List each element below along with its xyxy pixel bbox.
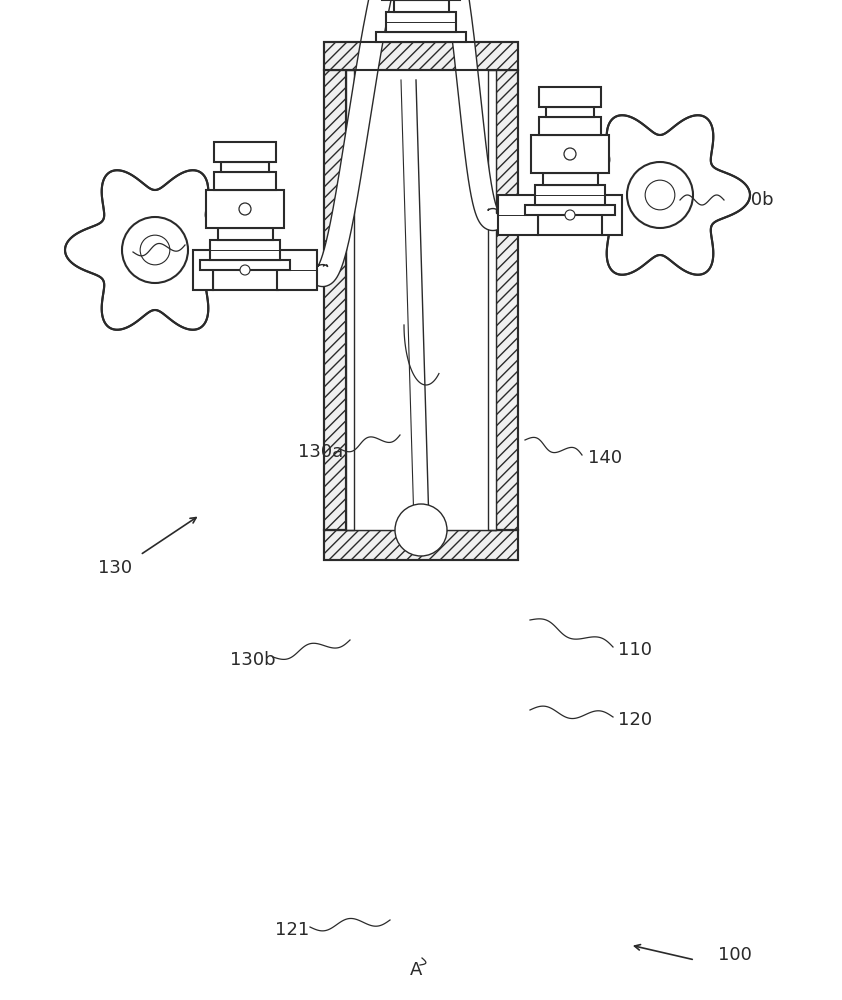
Bar (210, 240, 280, 260)
Text: 100: 100 (718, 946, 752, 964)
Bar (324, 70, 346, 530)
Bar (206, 190, 284, 228)
Text: 120: 120 (618, 711, 652, 729)
Bar (324, 42, 518, 70)
Bar (218, 228, 273, 240)
Bar (221, 162, 269, 172)
Bar (539, 117, 601, 135)
Bar (324, 42, 518, 70)
Bar (214, 142, 276, 162)
Bar (535, 185, 605, 205)
Polygon shape (307, 0, 426, 287)
Circle shape (395, 504, 447, 556)
Circle shape (240, 265, 250, 275)
Polygon shape (415, 0, 508, 231)
Text: 150b: 150b (728, 191, 774, 209)
Circle shape (239, 203, 251, 215)
Bar (324, 70, 346, 530)
Bar (213, 250, 278, 290)
Bar (602, 195, 622, 235)
Text: 110: 110 (618, 641, 652, 659)
Bar (324, 530, 518, 560)
Bar (538, 195, 603, 235)
Circle shape (140, 235, 170, 265)
Circle shape (122, 217, 188, 283)
Bar (543, 173, 598, 185)
Text: A: A (410, 961, 422, 979)
Bar (525, 205, 615, 215)
Bar (546, 107, 594, 117)
Circle shape (565, 210, 575, 220)
Bar (346, 70, 354, 530)
Bar (496, 70, 518, 530)
Bar (324, 530, 518, 560)
Bar (348, 70, 494, 530)
Bar (394, 0, 449, 12)
Bar (277, 250, 317, 290)
Bar (539, 87, 601, 107)
Bar (498, 195, 538, 235)
Text: 121: 121 (275, 921, 309, 939)
Text: 130: 130 (98, 559, 132, 577)
Bar (193, 250, 213, 290)
Text: 130b: 130b (230, 651, 275, 669)
Text: 150a: 150a (90, 246, 136, 264)
Polygon shape (570, 115, 750, 275)
Bar (376, 32, 466, 42)
Text: 140: 140 (588, 449, 622, 467)
Circle shape (627, 162, 693, 228)
Bar (214, 172, 276, 190)
Bar (496, 70, 518, 530)
Circle shape (564, 148, 576, 160)
Bar (488, 70, 496, 530)
Circle shape (645, 180, 674, 210)
Bar (386, 12, 456, 32)
Text: 130a: 130a (298, 443, 344, 461)
Bar (531, 135, 609, 173)
Bar (200, 260, 290, 270)
Polygon shape (65, 170, 245, 330)
